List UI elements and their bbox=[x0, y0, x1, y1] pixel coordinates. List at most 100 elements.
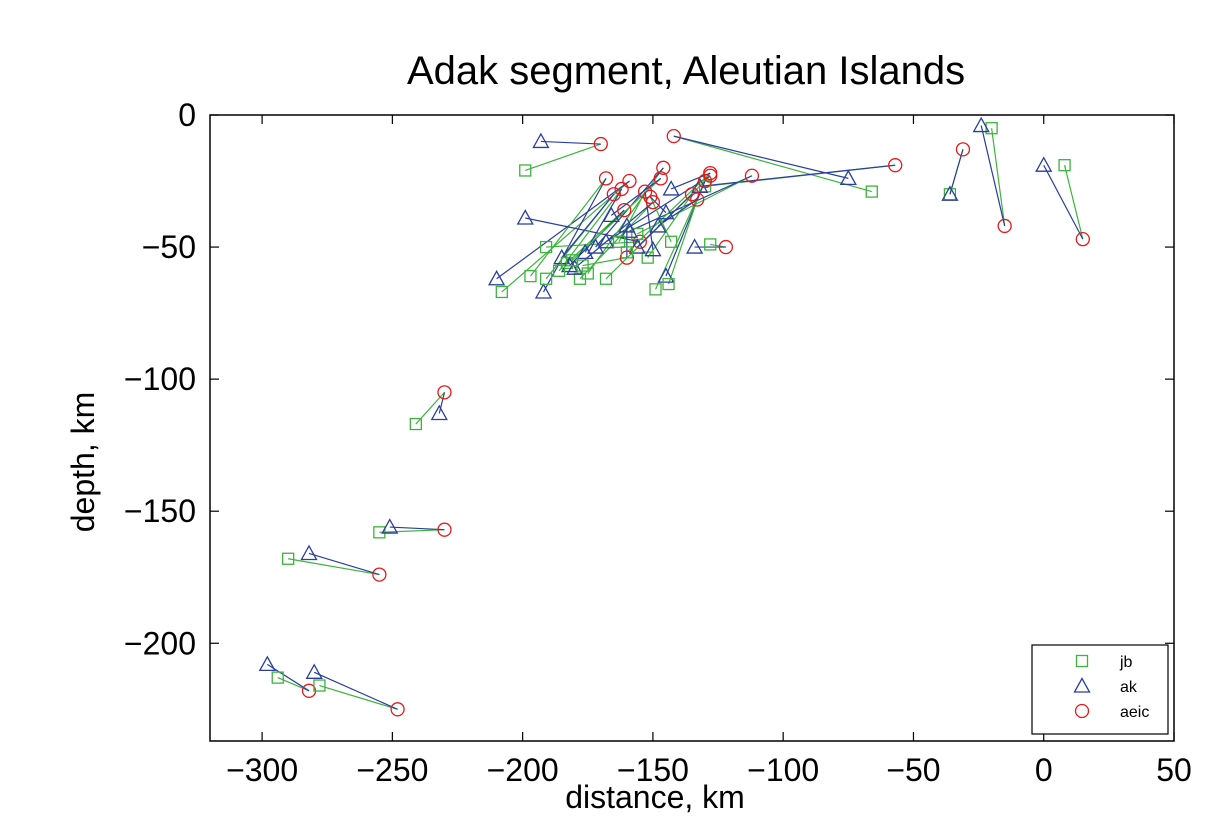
data-point-ak bbox=[941, 185, 959, 201]
data-point-aeic bbox=[697, 173, 713, 189]
data-point-jb bbox=[552, 264, 566, 277]
data-point-ak bbox=[657, 267, 675, 283]
link-line-jb bbox=[319, 684, 398, 710]
data-point-ak bbox=[430, 404, 448, 421]
x-tick-label: 50 bbox=[1156, 752, 1192, 788]
data-point-aeic bbox=[617, 202, 632, 218]
data-point-jb bbox=[599, 272, 613, 285]
link-line-jb bbox=[582, 257, 627, 267]
data-point-aeic bbox=[437, 522, 452, 537]
legend-label-jb: jb bbox=[1119, 654, 1133, 671]
data-point-aeic bbox=[637, 184, 653, 199]
data-point-ak bbox=[560, 256, 579, 273]
y-axis-label: depth, km bbox=[65, 392, 101, 533]
y-tick-label: −150 bbox=[124, 493, 196, 529]
legend-marker-aeic bbox=[1074, 703, 1090, 719]
link-line-jb bbox=[525, 143, 602, 172]
data-point-jb bbox=[662, 277, 675, 291]
data-point-ak bbox=[628, 238, 646, 254]
data-point-aeic bbox=[632, 234, 648, 249]
data-point-aeic bbox=[372, 567, 387, 582]
data-point-aeic bbox=[703, 165, 718, 181]
link-line-ak bbox=[438, 392, 446, 414]
legend-marker-jb bbox=[1075, 654, 1089, 668]
data-point-aeic bbox=[744, 168, 760, 183]
link-line-ak bbox=[561, 193, 615, 259]
plot-frame bbox=[209, 114, 1175, 742]
data-point-ak bbox=[691, 177, 709, 193]
data-point-jb bbox=[495, 285, 508, 299]
data-point-jb bbox=[620, 246, 634, 259]
link-line-ak bbox=[540, 140, 601, 145]
data-point-ak bbox=[258, 655, 276, 672]
link-line-ak bbox=[308, 552, 380, 576]
link-line-jb bbox=[673, 135, 872, 193]
data-point-aeic bbox=[643, 189, 658, 205]
axis-ticks: −300 −250 −200 −150 −100 −50 0 50 0 −50 −100 −150 −2… bbox=[124, 97, 1192, 788]
data-point-aeic bbox=[684, 187, 700, 202]
link-line-ak bbox=[496, 180, 630, 280]
y-tick-label: −100 bbox=[124, 361, 196, 397]
data-point-ak bbox=[534, 283, 553, 299]
data-point-ak bbox=[662, 180, 680, 196]
y-tick-label: −200 bbox=[124, 625, 196, 661]
data-point-aeic bbox=[606, 187, 621, 202]
link-line-ak bbox=[574, 201, 654, 269]
link-line-ak bbox=[949, 149, 964, 195]
data-point-aeic bbox=[622, 173, 637, 189]
plot-area bbox=[258, 116, 1090, 717]
data-point-aeic bbox=[437, 385, 452, 400]
data-point-jb bbox=[704, 238, 717, 251]
x-tick-label: −50 bbox=[886, 752, 940, 788]
data-point-ak bbox=[381, 518, 399, 534]
link-line-jb bbox=[277, 677, 310, 692]
data-point-jb bbox=[373, 526, 386, 539]
data-point-aeic bbox=[614, 181, 629, 197]
data-point-jb bbox=[1058, 159, 1071, 172]
data-point-ak bbox=[602, 206, 620, 223]
data-point-aeic bbox=[656, 160, 671, 175]
data-point-ak bbox=[839, 169, 857, 186]
link-line-jb bbox=[1063, 165, 1084, 240]
x-tick-label: 0 bbox=[1035, 752, 1053, 788]
data-point-aeic bbox=[888, 158, 903, 173]
data-point-aeic bbox=[690, 192, 705, 207]
data-point-jb bbox=[282, 552, 295, 565]
link-line-ak bbox=[657, 199, 698, 227]
link-line-ak bbox=[313, 671, 398, 710]
data-point-ak bbox=[1035, 156, 1053, 172]
data-point-aeic bbox=[593, 136, 608, 152]
data-point-jb bbox=[539, 272, 553, 285]
y-tick-label: 0 bbox=[178, 97, 196, 133]
x-tick-label: −300 bbox=[226, 752, 298, 788]
chart-title: Adak segment, Aleutian Islands bbox=[407, 49, 965, 93]
data-point-jb bbox=[271, 671, 284, 684]
data-point-aeic bbox=[1075, 231, 1090, 247]
data-point-aeic bbox=[997, 218, 1012, 234]
data-point-ak bbox=[576, 243, 594, 260]
data-point-jb bbox=[612, 235, 626, 248]
link-line-ak bbox=[1043, 164, 1084, 240]
data-point-jb bbox=[409, 417, 422, 431]
link-line-jb bbox=[991, 128, 1006, 227]
data-point-ak bbox=[618, 217, 636, 233]
data-point-jb bbox=[313, 679, 326, 692]
data-point-jb bbox=[665, 235, 678, 248]
link-line-jb bbox=[667, 199, 698, 285]
data-point-jb bbox=[865, 185, 878, 198]
legend-marker-ak bbox=[1073, 677, 1091, 693]
link-line-ak bbox=[610, 177, 662, 216]
x-tick-label: −100 bbox=[747, 752, 819, 788]
link-line-jb bbox=[566, 209, 625, 264]
link-line-jb bbox=[288, 558, 380, 576]
y-tick-label: −50 bbox=[142, 229, 196, 265]
data-point-ak bbox=[516, 209, 534, 225]
legend-label-ak: ak bbox=[1120, 679, 1138, 696]
data-point-ak bbox=[972, 116, 990, 133]
data-point-aeic bbox=[619, 250, 635, 265]
data-point-ak bbox=[305, 663, 323, 679]
data-point-jb bbox=[519, 164, 532, 177]
legend: jb ak aeic bbox=[1031, 644, 1169, 735]
link-line-jb bbox=[379, 529, 445, 533]
